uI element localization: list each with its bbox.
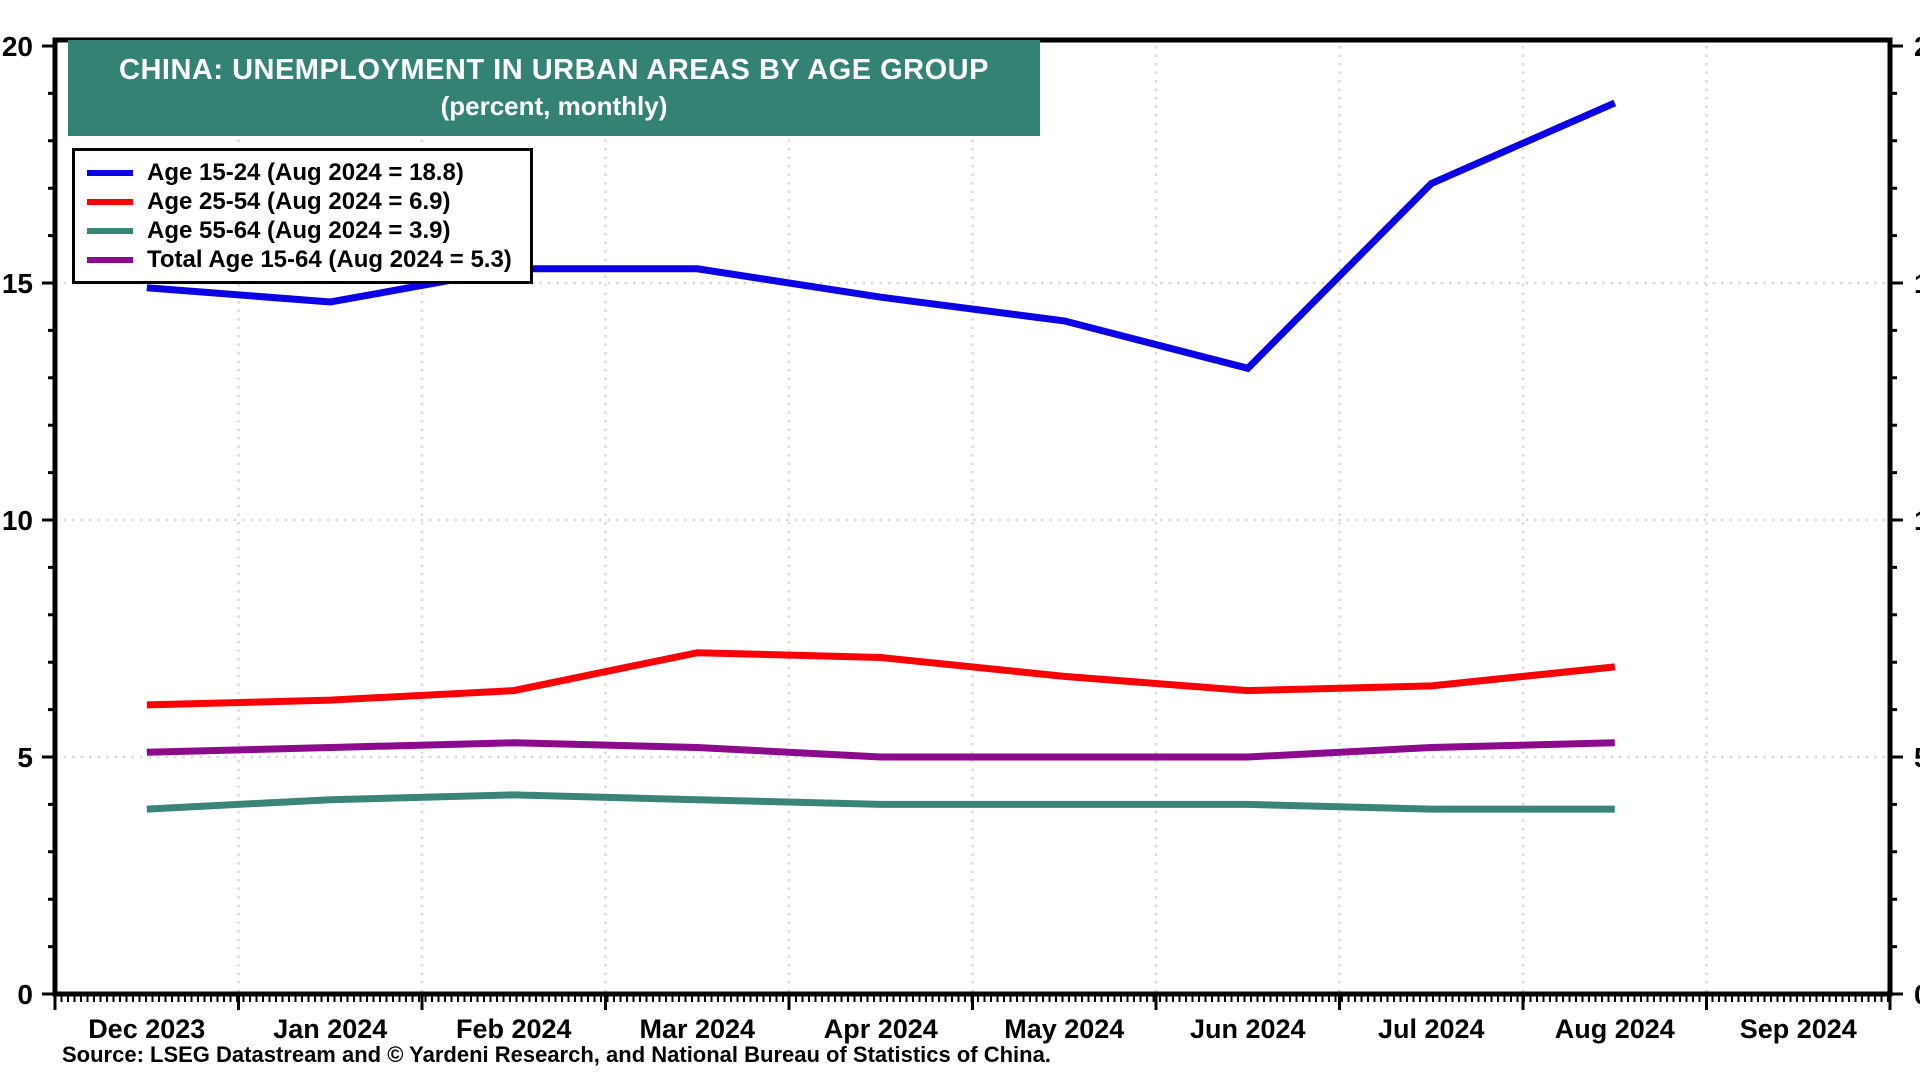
legend-item-label: Age 15-24 (Aug 2024 = 18.8) [147, 158, 464, 186]
legend-swatch-purple [87, 256, 133, 263]
x-axis-label: Jul 2024 [1378, 1014, 1485, 1044]
series-line-purple [146, 739, 1615, 761]
legend-item: Age 55-64 (Aug 2024 = 3.9) [87, 217, 512, 244]
x-axis-label: Dec 2023 [88, 1014, 205, 1044]
legend-swatch-blue [87, 169, 133, 176]
legend: Age 15-24 (Aug 2024 = 18.8) Age 25-54 (Au… [72, 148, 533, 284]
x-axis-label: Feb 2024 [456, 1014, 572, 1044]
x-axis-major-ticks [53, 996, 1892, 1010]
legend-item-label: Age 55-64 (Aug 2024 = 3.9) [147, 216, 451, 244]
source-note: Source: LSEG Datastream and © Yardeni Re… [62, 1042, 1051, 1067]
legend-item: Age 15-24 (Aug 2024 = 18.8) [87, 159, 512, 186]
legend-swatch-red [87, 198, 133, 205]
y-axis-label-left: 0 [17, 979, 33, 1010]
x-axis-label: May 2024 [1004, 1014, 1124, 1044]
y-axis-ticks [42, 44, 1903, 996]
legend-item-label: Total Age 15-64 (Aug 2024 = 5.3) [147, 245, 512, 273]
series-line-red [146, 649, 1616, 709]
y-axis-label-right: 10 [1914, 505, 1920, 536]
chart-title-box: CHINA: UNEMPLOYMENT IN URBAN AREAS BY AG… [68, 40, 1040, 136]
series-line-teal [146, 791, 1615, 813]
series-line-blue [146, 99, 1617, 373]
y-axis-label-left: 15 [2, 268, 33, 299]
y-axis-label-right: 0 [1914, 979, 1920, 1010]
x-axis-label: Sep 2024 [1740, 1014, 1857, 1044]
y-axis-label-left: 20 [2, 31, 33, 62]
x-axis-label: Aug 2024 [1555, 1014, 1675, 1044]
chart-subtitle: (percent, monthly) [440, 90, 668, 121]
y-axis-label-right: 5 [1914, 742, 1920, 773]
legend-item: Total Age 15-64 (Aug 2024 = 5.3) [87, 246, 512, 273]
y-axis-label-left: 5 [17, 742, 33, 773]
x-axis-label: Apr 2024 [824, 1014, 938, 1044]
legend-swatch-teal [87, 227, 133, 234]
legend-item: Age 25-54 (Aug 2024 = 6.9) [87, 188, 512, 215]
legend-item-label: Age 25-54 (Aug 2024 = 6.9) [147, 187, 451, 215]
x-axis-label: Mar 2024 [639, 1014, 755, 1044]
x-axis-label: Jun 2024 [1190, 1014, 1306, 1044]
y-axis-label-right: 15 [1914, 268, 1920, 299]
y-axis-label-right: 20 [1914, 31, 1920, 62]
chart-title: CHINA: UNEMPLOYMENT IN URBAN AREAS BY AG… [119, 54, 989, 87]
y-axis-label-left: 10 [2, 505, 33, 536]
x-axis-label: Jan 2024 [273, 1014, 387, 1044]
